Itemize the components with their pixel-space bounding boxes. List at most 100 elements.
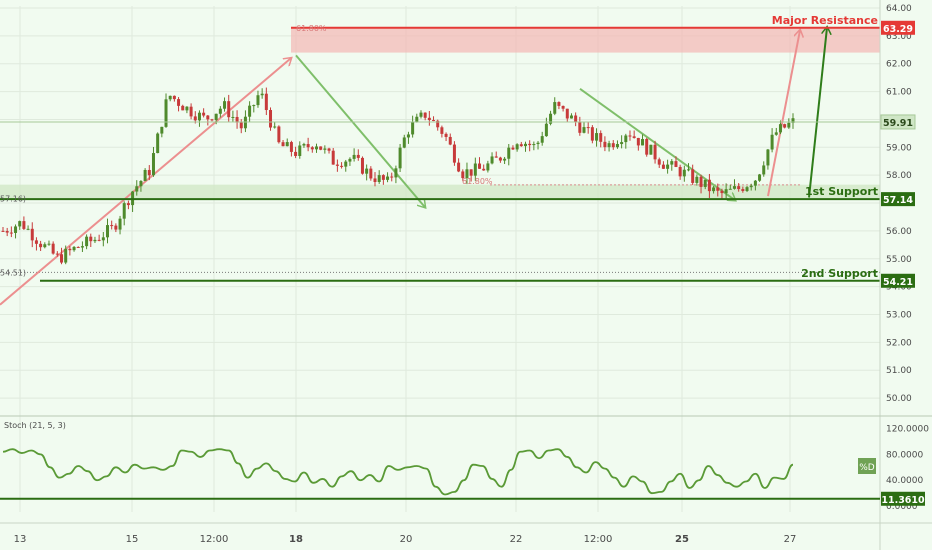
- candle-body: [122, 203, 126, 219]
- candle-body: [478, 163, 482, 169]
- candle-body: [770, 134, 774, 150]
- candle-body: [728, 188, 732, 190]
- candle-body: [331, 150, 335, 165]
- candle-body: [160, 126, 164, 134]
- candle-body: [143, 169, 147, 181]
- stoch-tick-label: 80.0000: [886, 450, 923, 460]
- trend-arrow: [808, 28, 827, 198]
- candle-body: [323, 148, 327, 150]
- zones: [0, 27, 880, 273]
- candle-body: [172, 95, 176, 100]
- time-tick-label: 18: [289, 534, 303, 545]
- time-tick-label: 13: [14, 534, 27, 545]
- candle-body: [151, 153, 155, 176]
- left-level-label: 57.16): [0, 195, 26, 204]
- candle-body: [34, 240, 38, 244]
- candle-body: [340, 165, 344, 167]
- stoch-line: [2, 448, 794, 496]
- candle-body: [553, 102, 557, 114]
- candle-body: [118, 218, 122, 230]
- candle-body: [39, 243, 43, 248]
- candle-body: [540, 136, 544, 143]
- candle-body: [269, 110, 273, 128]
- candle-body: [89, 236, 93, 242]
- candle-body: [227, 101, 231, 118]
- price-tick-label: 58.00: [886, 171, 912, 181]
- candle-body: [716, 187, 720, 191]
- candle-body: [507, 147, 511, 159]
- candle-body: [674, 161, 678, 167]
- candle-body: [624, 135, 628, 143]
- candle-body: [193, 116, 197, 121]
- candle-body: [473, 163, 477, 176]
- candle-body: [582, 127, 586, 133]
- candle-body: [110, 225, 114, 227]
- trend-arrow: [767, 30, 800, 197]
- candle-body: [177, 99, 181, 106]
- candle-body: [243, 116, 247, 129]
- candle-body: [724, 189, 728, 194]
- candle-body: [64, 248, 68, 263]
- candle-body: [432, 120, 436, 122]
- price-tick-label: 50.00: [886, 394, 912, 404]
- level-price-badge: [881, 192, 915, 207]
- candle-body: [498, 157, 502, 161]
- candle-body: [448, 136, 452, 145]
- candle-body: [139, 180, 143, 187]
- price-tick-label: 63.00: [886, 32, 912, 42]
- candle-body: [18, 221, 22, 227]
- candle-body: [787, 122, 791, 128]
- candle-body: [97, 239, 101, 241]
- level-price-text: 63.29: [883, 24, 913, 35]
- candle-body: [469, 169, 473, 176]
- candle-body: [365, 168, 369, 174]
- candle-body: [72, 246, 76, 251]
- candle-body: [695, 176, 699, 183]
- candle-body: [666, 164, 670, 169]
- candle-body: [390, 176, 394, 178]
- candle-body: [586, 127, 590, 129]
- time-tick-label: 27: [784, 534, 797, 545]
- candle-body: [745, 187, 749, 191]
- candle-body: [239, 122, 243, 129]
- candle-body: [47, 243, 51, 245]
- candle-body: [218, 108, 222, 114]
- candle-body: [519, 144, 523, 147]
- candle-body: [373, 178, 377, 182]
- time-tick-label: 22: [510, 534, 523, 545]
- candle-body: [791, 118, 795, 123]
- candle-body: [1, 230, 5, 232]
- price-tick-label: 59.00: [886, 143, 912, 153]
- candle-body: [356, 154, 360, 158]
- candle-body: [273, 126, 277, 128]
- candle-body: [549, 113, 553, 124]
- candle-body: [22, 221, 26, 229]
- candle-body: [444, 133, 448, 137]
- candle-body: [436, 120, 440, 128]
- candle-body: [749, 185, 753, 188]
- candle-body: [532, 144, 536, 146]
- candle-body: [649, 144, 653, 155]
- candle-body: [314, 146, 318, 150]
- candle-body: [93, 239, 97, 242]
- candle-body: [423, 112, 427, 118]
- fib-label: 61.80%: [296, 24, 327, 33]
- stoch-tick-label: 0.0000: [886, 502, 918, 512]
- candle-body: [766, 149, 770, 166]
- candle-body: [632, 136, 636, 138]
- candle-body: [5, 231, 9, 233]
- trend-arrow: [579, 87, 735, 200]
- candle-body: [406, 134, 410, 138]
- candle-body: [620, 142, 624, 145]
- candle-body: [615, 144, 619, 148]
- candle-body: [783, 124, 787, 128]
- candlesticks: [1, 87, 795, 265]
- level-price-badge: [881, 20, 915, 35]
- candle-body: [440, 127, 444, 134]
- candle-body: [687, 169, 691, 171]
- candle-body: [737, 186, 741, 190]
- candle-body: [691, 169, 695, 183]
- candle-body: [653, 144, 657, 160]
- candle-body: [452, 144, 456, 163]
